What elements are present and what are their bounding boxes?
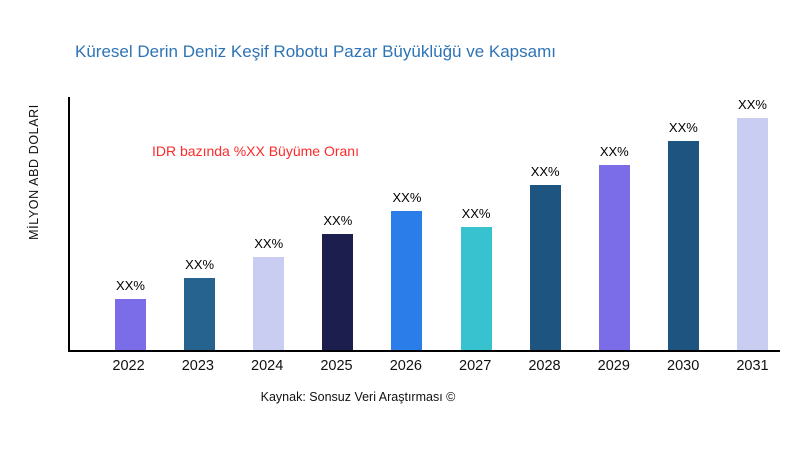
bar-group-2027: XX%	[460, 206, 492, 350]
bar-2031	[736, 118, 768, 350]
x-tick-2031: 2031	[736, 358, 769, 374]
x-tick-2024: 2024	[251, 358, 284, 374]
bar-value-label: XX%	[392, 190, 422, 205]
x-tick-label: 2023	[181, 358, 214, 374]
x-axis-labels: 2022 2023 2024 2025 2026 2027 2028 2029 2030 2031	[68, 358, 780, 374]
bar-value-label: XX%	[599, 144, 629, 159]
bar-group-2022: XX%	[115, 278, 146, 350]
x-tick-2023: 2023	[181, 358, 214, 374]
chart-title: Küresel Derin Deniz Keşif Robotu Pazar B…	[75, 42, 556, 61]
bar-value-label: XX%	[254, 236, 284, 251]
y-axis-label: MİLYON ABD DOLARI	[27, 104, 41, 240]
x-tick-2025: 2025	[320, 358, 353, 374]
bar-value-label: XX%	[530, 164, 560, 179]
x-tick-label: 2029	[597, 358, 630, 374]
x-tick-2026: 2026	[389, 358, 422, 374]
x-tick-label: 2027	[459, 358, 492, 374]
bar-2028	[529, 185, 561, 350]
bar-2027	[460, 227, 492, 350]
bar-group-2023: XX%	[184, 257, 216, 350]
x-tick-label: 2022	[112, 358, 145, 374]
bar-value-label: XX%	[738, 97, 767, 112]
bar-2022	[115, 299, 146, 350]
bar-2023	[184, 278, 216, 350]
x-tick-2030: 2030	[667, 358, 700, 374]
bar-group-2024: XX%	[253, 236, 285, 350]
bar-group-2029: XX%	[598, 144, 630, 350]
bar-group-2026: XX%	[391, 190, 423, 350]
bar-value-label: XX%	[323, 213, 353, 228]
bar-group-2030: XX%	[667, 120, 699, 350]
x-tick-label: 2024	[251, 358, 284, 374]
plot-area: IDR bazında %XX Büyüme Oranı XX% XX% XX% XX…	[68, 97, 780, 352]
bar-2024	[253, 257, 285, 350]
bar-value-label: XX%	[668, 120, 698, 135]
bar-value-label: XX%	[461, 206, 491, 221]
bar-group-2028: XX%	[529, 164, 561, 350]
x-tick-2027: 2027	[459, 358, 492, 374]
x-tick-2028: 2028	[528, 358, 561, 374]
x-tick-label: 2028	[528, 358, 561, 374]
bar-2030	[667, 141, 699, 350]
bar-2029	[598, 165, 630, 350]
x-tick-2022: 2022	[112, 358, 145, 374]
bar-2025	[322, 234, 354, 350]
x-tick-label: 2025	[320, 358, 353, 374]
bar-2026	[391, 211, 423, 350]
growth-annotation: IDR bazında %XX Büyüme Oranı	[152, 143, 359, 159]
bars-row: XX% XX% XX% XX% XX% XX% XX% XX% XX% XX%	[70, 97, 780, 350]
x-tick-label: 2026	[389, 358, 422, 374]
source-caption: Kaynak: Sonsuz Veri Araştırması ©	[260, 390, 456, 404]
bar-group-2031: XX%	[736, 97, 768, 350]
bar-group-2025: XX%	[322, 213, 354, 350]
bar-value-label: XX%	[116, 278, 145, 293]
bar-value-label: XX%	[185, 257, 215, 272]
x-tick-label: 2030	[667, 358, 700, 374]
x-tick-2029: 2029	[597, 358, 630, 374]
x-tick-label: 2031	[736, 358, 769, 374]
